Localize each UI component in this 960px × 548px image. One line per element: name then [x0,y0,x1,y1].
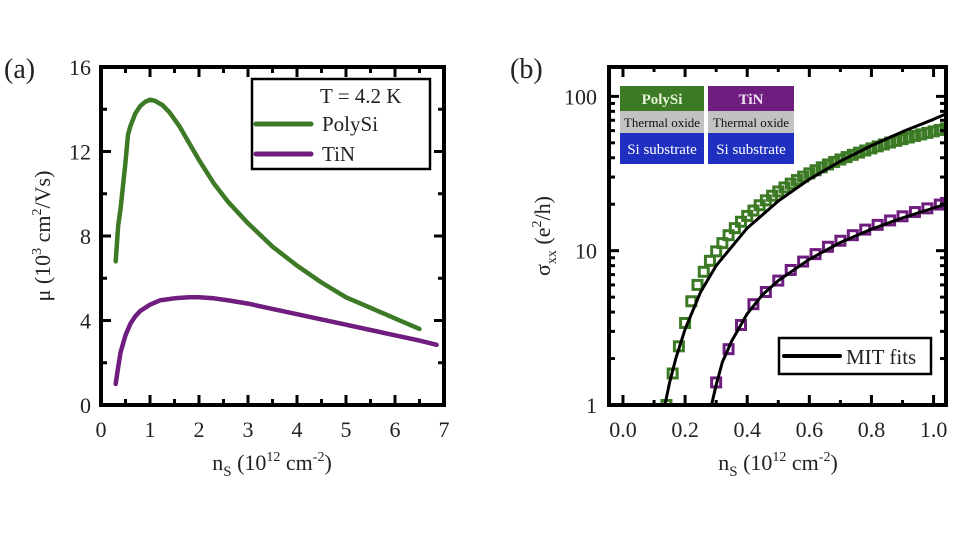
stack-polysi-gate-label: PolySi [642,92,683,108]
data-point [908,129,921,142]
data-point [896,133,909,146]
data-point [846,148,859,161]
stack-polysi: PolySi Thermal oxide Si substrate [620,86,704,164]
x-tick-label: 0.6 [796,417,824,442]
stack-tin-oxide [708,111,794,133]
x-tick-label: 6 [390,417,401,442]
y-tick-label: 4 [80,309,91,334]
panel-b-tick-labels: 0.0 0.2 0.4 0.6 0.8 1.0 1 10 100 [564,84,947,442]
y-tick-label: 1 [586,393,597,418]
panel-b-legend: MIT fits [777,336,933,376]
data-point [890,134,903,147]
x-tick-label: 3 [243,417,254,442]
y-tick-label: 8 [80,224,91,249]
stack-tin-substrate [708,133,794,164]
legend-label-mit-fits: MIT fits [846,345,916,369]
panel-a-series [113,97,439,387]
x-tick-label: 0.8 [858,417,886,442]
panel-a-ylabel: μ (103 cm2/Vs) [30,171,55,302]
y-tick-label: 10 [575,239,597,264]
x-tick-label: 5 [341,417,352,442]
data-point [902,131,915,144]
panel-a-xlabel: nS (1012 cm-2) [212,450,332,480]
data-point [759,285,772,298]
stack-polysi-gate [620,86,704,111]
y-tick-label: 100 [564,84,597,109]
stack-tin-gate [708,86,794,111]
panel-b-series [660,112,946,405]
stack-polysi-oxide-label: Thermal oxide [624,115,700,130]
data-point [722,229,735,242]
data-point [927,125,940,138]
x-tick-label: 0.2 [671,417,699,442]
panel-b: (b) PolySi Thermal oxide Si substrate Ti… [510,54,948,480]
data-point [703,254,716,267]
x-tick-label: 1.0 [920,417,948,442]
y-tick-label: 0 [80,393,91,418]
data-point [728,222,741,235]
data-point [691,278,704,291]
data-point [716,237,729,250]
panel-a-label: (a) [4,54,35,85]
x-tick-label: 0.0 [609,417,637,442]
data-point [735,318,748,331]
device-stack-inset: PolySi Thermal oxide Si substrate TiN Th… [620,86,794,164]
panel-b-ticks [609,67,946,407]
stack-polysi-oxide [620,111,704,133]
x-tick-label: 1 [145,417,156,442]
legend-label-tin: TiN [322,142,355,166]
panel-b-ylabel: σxx (e2/h) [530,196,560,276]
panel-a-legend: T = 4.2 K PolySi TiN [250,77,432,171]
panel-b-xlabel: nS (1012 cm-2) [718,450,838,480]
data-point [940,122,946,135]
data-point [710,245,723,258]
panel-b-plot-area [660,112,946,405]
fit-line-mit-fit-tin [710,202,946,405]
x-tick-label: 0 [96,417,107,442]
series-line-tin [113,295,439,387]
stack-tin-substrate-label: Si substrate [716,142,786,158]
stack-tin-oxide-label: Thermal oxide [713,115,789,130]
y-tick-label: 16 [69,55,91,80]
x-tick-label: 0.4 [733,417,761,442]
panel-a-ticks [99,65,446,407]
y-tick-label: 12 [69,140,91,165]
series-line-polysi [113,97,422,332]
stack-tin: TiN Thermal oxide Si substrate [708,86,794,164]
data-point [915,128,928,141]
panel-b-label: (b) [510,54,543,85]
x-tick-label: 7 [439,417,450,442]
data-point [921,126,934,139]
data-point [747,298,760,311]
data-point [772,274,785,287]
stack-polysi-substrate-label: Si substrate [627,142,697,158]
legend-label-polysi: PolySi [322,112,378,136]
x-tick-label: 4 [292,417,303,442]
stack-tin-gate-label: TiN [739,92,764,108]
x-tick-label: 2 [194,417,205,442]
data-point [697,265,710,278]
legend-header: T = 4.2 K [320,84,401,108]
fit-line-mit-fit-polysi [663,112,946,405]
stack-polysi-substrate [620,133,704,164]
